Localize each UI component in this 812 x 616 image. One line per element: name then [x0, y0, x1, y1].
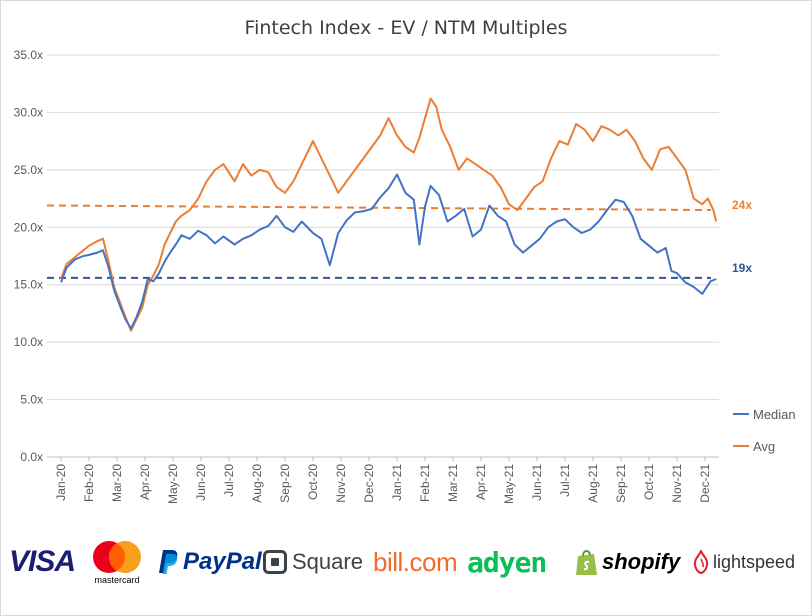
- x-tick-label: Apr-21: [474, 464, 488, 500]
- adyen-logo-text: adyen: [467, 545, 547, 579]
- mastercard-logo: mastercard: [89, 537, 145, 587]
- x-tick-label: Oct-20: [306, 464, 320, 500]
- y-tick-label: 25.0x: [14, 163, 43, 177]
- x-tick-label: Feb-21: [418, 464, 432, 502]
- x-tick-label: Mar-21: [446, 464, 460, 502]
- reference-line-label: 19x: [732, 261, 752, 275]
- legend: Median Avg: [733, 404, 796, 468]
- x-tick-label: Jun-20: [194, 464, 208, 501]
- legend-swatch-avg: [733, 445, 749, 447]
- x-tick-label: Mar-20: [110, 464, 124, 502]
- x-tick-label: Feb-20: [82, 464, 96, 502]
- y-tick-label: 30.0x: [14, 105, 43, 119]
- reference-lines: [46, 204, 712, 279]
- x-tick-label: Jul-20: [222, 464, 236, 497]
- y-tick-label: 15.0x: [14, 278, 43, 292]
- square-icon: [263, 550, 287, 574]
- x-axis: Jan-20 Feb-20 Mar-20 Apr-20 May-20 Jun-20 Jul-…: [54, 457, 712, 504]
- paypal-logo-text: PayPal: [183, 548, 262, 575]
- shopify-logo: shopify: [575, 537, 680, 587]
- lightspeed-flame-icon: [693, 550, 709, 574]
- visa-logo-text: VISA: [9, 545, 76, 578]
- x-tick-label: Jan-21: [390, 464, 404, 501]
- lightspeed-logo-text: lightspeed: [713, 551, 796, 572]
- x-tick-label: Apr-20: [138, 464, 152, 500]
- visa-logo: VISA: [9, 537, 76, 587]
- bill-logo-text: bill.com: [373, 546, 458, 577]
- y-tick-label: 5.0x: [20, 393, 43, 407]
- lightspeed-logo: lightspeed: [693, 537, 795, 587]
- x-tick-label: Dec-21: [698, 464, 712, 503]
- chart-canvas: 0.0x 5.0x 10.0x 15.0x 20.0x 25.0x 30.0x 35.0x J…: [14, 48, 753, 504]
- x-tick-label: Jul-21: [558, 464, 572, 497]
- legend-item-median: Median: [733, 404, 796, 424]
- series-line-avg: [60, 97, 718, 332]
- chart-title: Fintech Index - EV / NTM Multiples: [244, 17, 568, 39]
- x-tick-label: Jun-21: [530, 464, 544, 501]
- reference-line: [46, 204, 712, 212]
- square-logo-text: Square: [292, 549, 363, 574]
- paypal-logo: PayPal: [159, 537, 262, 587]
- x-tick-label: Jan-20: [54, 464, 68, 501]
- paypal-p-icon: [159, 550, 178, 574]
- legend-label-median: Median: [753, 406, 796, 422]
- x-tick-label: Nov-20: [334, 464, 348, 503]
- reference-labels: 24x 19x: [732, 198, 752, 275]
- bill-logo: bill.com: [373, 537, 458, 587]
- x-tick-label: Oct-21: [642, 464, 656, 500]
- series-line-median: [60, 173, 717, 330]
- x-tick-label: Nov-21: [670, 464, 684, 503]
- reference-line-label: 24x: [732, 198, 752, 212]
- mastercard-circles-icon: [93, 540, 141, 573]
- series-lines: [60, 97, 718, 332]
- legend-swatch-median: [733, 413, 749, 415]
- shopify-bag-icon: [576, 550, 597, 575]
- square-logo: Square: [263, 537, 363, 587]
- mastercard-logo-text: mastercard: [94, 574, 140, 585]
- legend-item-avg: Avg: [733, 436, 796, 456]
- x-tick-label: Aug-21: [586, 464, 600, 503]
- x-tick-label: May-20: [166, 464, 180, 504]
- adyen-logo: adyen: [467, 537, 547, 587]
- x-tick-label: Sep-21: [614, 464, 628, 503]
- x-tick-label: May-21: [502, 464, 516, 504]
- legend-label-avg: Avg: [753, 438, 776, 454]
- y-tick-label: 35.0x: [14, 48, 43, 62]
- y-tick-label: 10.0x: [14, 335, 43, 349]
- x-tick-label: Aug-20: [250, 464, 264, 503]
- y-tick-label: 0.0x: [20, 450, 43, 464]
- x-tick-label: Dec-20: [362, 464, 376, 503]
- x-tick-label: Sep-20: [278, 464, 292, 503]
- shopify-logo-text: shopify: [602, 549, 681, 574]
- company-logos: VISA mastercard PayPal Square: [1, 537, 811, 587]
- y-tick-label: 20.0x: [14, 220, 43, 234]
- y-axis-grid: 0.0x 5.0x 10.0x 15.0x 20.0x 25.0x 30.0x 35.0x: [14, 48, 719, 464]
